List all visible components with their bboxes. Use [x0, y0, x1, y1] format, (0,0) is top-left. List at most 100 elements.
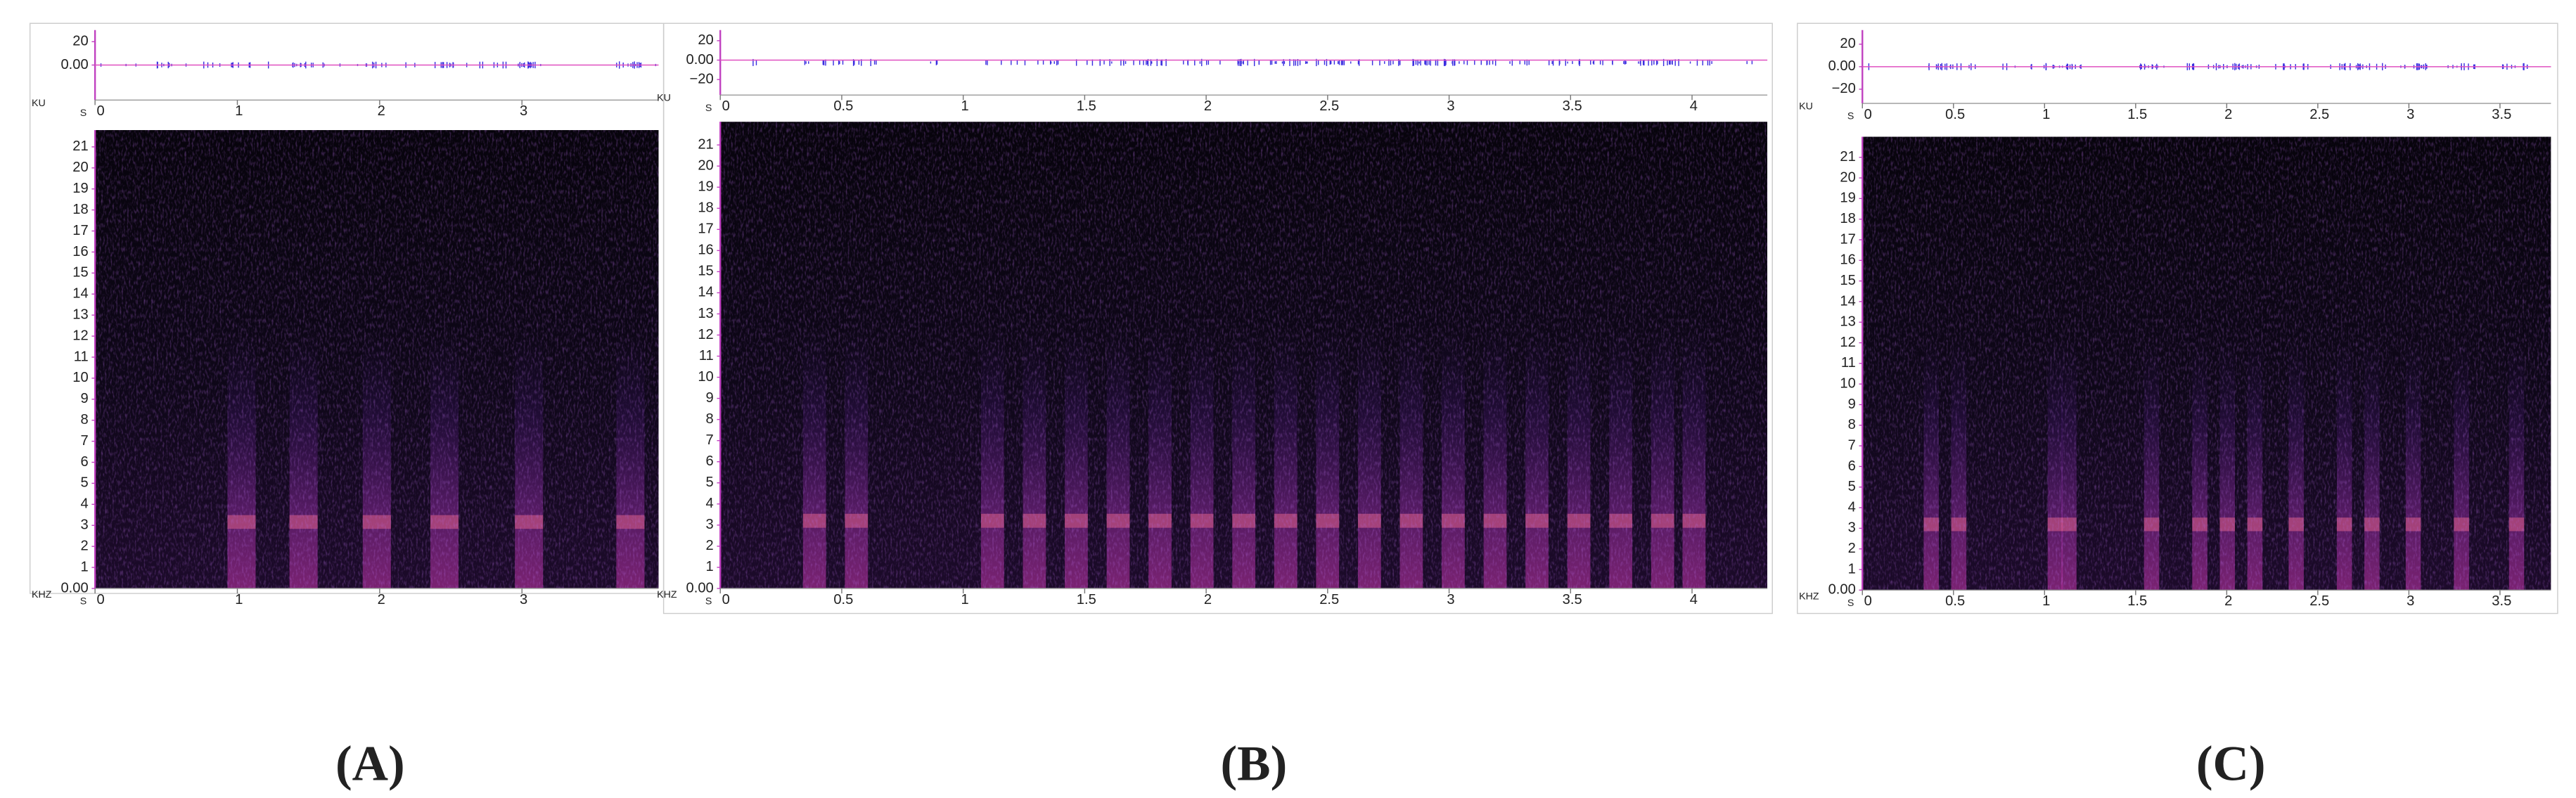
y-tick-label: 3 — [706, 517, 714, 532]
y-tick-label: 6 — [706, 453, 714, 469]
spec-x-unit: S — [1847, 598, 1854, 609]
y-tick-label: 19 — [72, 181, 88, 196]
wave-x-tick-label: 0 — [722, 98, 730, 114]
y-tick-label: 13 — [698, 306, 713, 321]
spec-x-tick-label: 2 — [1204, 592, 1212, 607]
wave-x-tick-label: 3 — [2407, 107, 2414, 122]
wave-x-tick-label: 3 — [520, 103, 527, 119]
wave-tick-label: 20 — [1840, 36, 1855, 51]
y-unit: KHZ — [32, 589, 52, 600]
y-tick-label: 20 — [1840, 169, 1855, 185]
wave-x-tick-label: 0 — [97, 103, 105, 119]
wave-tick-label: 20 — [72, 34, 88, 49]
spec-x-tick-label: 3.5 — [1563, 592, 1582, 607]
y-unit: KHZ — [657, 589, 677, 600]
wave-x-tick-label: 0 — [1864, 107, 1872, 122]
wave-unit: KU — [32, 98, 46, 109]
y-tick-label: 5 — [80, 475, 88, 491]
y-tick-label: 2 — [80, 538, 88, 553]
spec-x-unit: S — [80, 596, 86, 607]
spec-x-tick-label: 1 — [235, 592, 243, 607]
panel-frame — [1797, 22, 2558, 614]
wave-x-tick-label: 2 — [2224, 107, 2232, 122]
spec-x-tick-label: 3 — [520, 592, 527, 607]
y-tick-label: 16 — [72, 244, 88, 259]
y-tick-label: 9 — [80, 391, 88, 406]
wave-tick-label: 0.00 — [60, 57, 88, 72]
y-tick-label: 18 — [698, 200, 713, 216]
y-tick-label: 17 — [698, 221, 713, 237]
wave-x-tick-label: 3 — [1447, 98, 1454, 114]
y-tick-label: 14 — [698, 285, 713, 300]
spec-x-tick-label: 0 — [1864, 593, 1872, 609]
y-tick-label: 18 — [72, 202, 88, 217]
wave-x-tick-label: 1 — [2042, 107, 2050, 122]
spec-x-tick-label: 1 — [2042, 593, 2050, 609]
y-tick-label: 6 — [1848, 458, 1856, 474]
wave-x-unit: S — [1847, 111, 1854, 122]
y-tick-label: 12 — [72, 328, 88, 343]
y-tick-label: 8 — [706, 411, 714, 427]
y-tick-label: 12 — [1840, 335, 1855, 350]
y-tick-label: 2 — [706, 538, 714, 553]
y-tick-label: 15 — [1840, 273, 1855, 288]
wave-tick-label: −20 — [1832, 81, 1856, 96]
y-tick-label: 5 — [706, 475, 714, 490]
wave-x-tick-label: 2 — [378, 103, 385, 119]
y-tick-label: 11 — [699, 348, 714, 363]
spectrogram — [1862, 136, 2551, 591]
y-tick-label: 4 — [706, 496, 714, 511]
wave-tick-label: 20 — [698, 32, 713, 48]
y-tick-label: 11 — [1841, 355, 1856, 371]
wave-unit: KU — [657, 93, 671, 104]
spec-x-tick-label: 3.5 — [2492, 593, 2511, 609]
y-tick-label: 1 — [1848, 561, 1856, 577]
y-tick-label: 21 — [72, 139, 88, 154]
spectrogram-noise — [1862, 136, 2551, 591]
y-tick-label: 7 — [1848, 437, 1856, 453]
wave-x-tick-label: 3.5 — [2492, 107, 2511, 122]
wave-x-unit: S — [80, 108, 86, 119]
spec-x-tick-label: 2 — [2224, 593, 2232, 609]
y-tick-label: 3 — [80, 517, 88, 533]
y-tick-label: 16 — [698, 243, 713, 258]
y-tick-label: 18 — [1840, 211, 1855, 226]
spec-x-tick-label: 2 — [378, 592, 385, 607]
y-tick-label: 0.00 — [60, 580, 88, 596]
spec-x-tick-label: 0 — [722, 592, 730, 607]
panel-label: (A) — [335, 736, 405, 791]
y-tick-label: 2 — [1848, 541, 1856, 556]
wave-x-tick-label: 4 — [1690, 98, 1698, 114]
y-tick-label: 11 — [74, 349, 89, 364]
spectrogram — [720, 122, 1768, 588]
spec-x-tick-label: 3 — [2407, 593, 2414, 609]
y-tick-label: 10 — [698, 369, 713, 385]
y-tick-label: 6 — [80, 454, 88, 470]
y-unit: KHZ — [1799, 591, 1819, 603]
panel-frame — [662, 22, 1773, 614]
y-tick-label: 17 — [72, 223, 88, 238]
spec-x-tick-label: 4 — [1690, 592, 1698, 607]
spec-x-tick-label: 3 — [1447, 592, 1454, 607]
wave-x-tick-label: 0.5 — [1945, 107, 1965, 122]
y-tick-label: 9 — [1848, 397, 1856, 412]
wave-x-tick-label: 2.5 — [2309, 107, 2329, 122]
wave-x-tick-label: 1 — [235, 103, 243, 119]
y-tick-label: 4 — [80, 496, 88, 512]
y-tick-label: 7 — [706, 432, 714, 448]
y-tick-label: 14 — [72, 286, 88, 302]
spec-x-tick-label: 1 — [961, 592, 968, 607]
spec-x-tick-label: 2.5 — [2309, 593, 2329, 609]
spec-x-tick-label: 1.5 — [2127, 593, 2147, 609]
y-tick-label: 9 — [706, 390, 714, 406]
y-tick-label: 0.00 — [686, 580, 714, 596]
y-tick-label: 12 — [698, 327, 713, 342]
spec-x-tick-label: 0.5 — [833, 592, 853, 607]
spec-x-tick-label: 2.5 — [1319, 592, 1339, 607]
y-tick-label: 5 — [1848, 479, 1856, 494]
wave-unit: KU — [1799, 101, 1813, 112]
y-tick-label: 13 — [1840, 314, 1855, 330]
spec-x-tick-label: 1.5 — [1077, 592, 1096, 607]
spec-x-tick-label: 0 — [97, 592, 105, 607]
y-tick-label: 4 — [1848, 499, 1856, 515]
